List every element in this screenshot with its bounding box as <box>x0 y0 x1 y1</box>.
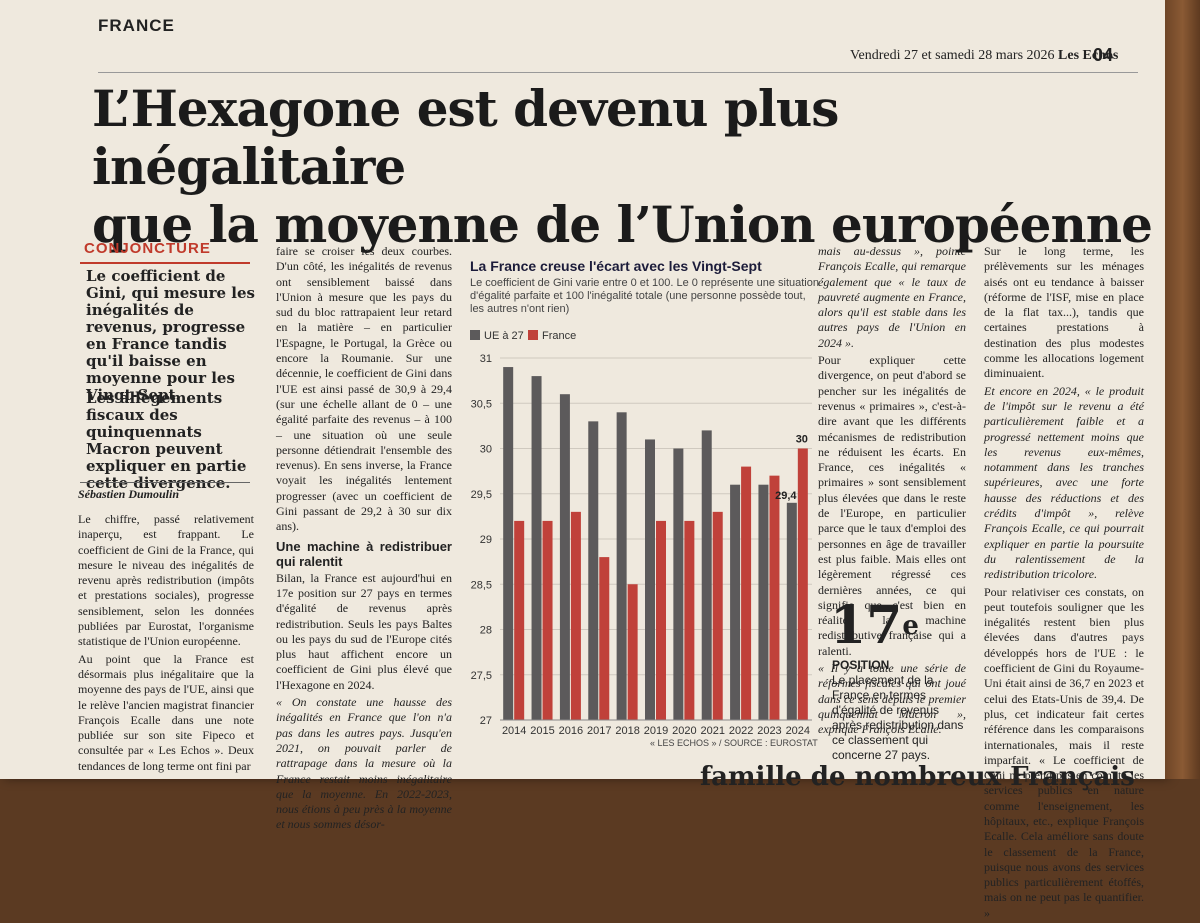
bar-eu <box>730 484 741 720</box>
x-tick-label: 2018 <box>615 725 639 737</box>
body-paragraph: Pour relativiser ces constats, on peut t… <box>984 584 1144 920</box>
chart-subtitle: Le coefficient de Gini varie entre 0 et … <box>470 277 819 315</box>
body-paragraph: Au point que la France est désormais plu… <box>78 651 254 773</box>
bar-france <box>712 511 723 720</box>
bar-eu <box>645 439 655 720</box>
bar-france <box>627 584 638 720</box>
lead-paragraph: Le coefficient de Gini, qui mesure les i… <box>86 267 255 404</box>
column-4-top: mais au-dessus », pointe François Ecalle… <box>818 244 966 740</box>
data-label-eu: 29,4 <box>775 490 797 502</box>
legend-swatch <box>528 330 538 340</box>
page-number: 04 <box>1093 45 1114 65</box>
next-article-teaser: famille de nombreux Français <box>700 762 1135 792</box>
body-paragraph: Le chiffre, passé relativement inaperçu,… <box>78 512 254 649</box>
y-tick-label: 29 <box>480 534 492 546</box>
quote-paragraph: Et encore en 2024, « le produit de l'imp… <box>984 383 1144 582</box>
chart-title: La France creuse l'écart avec les Vingt-… <box>470 258 762 274</box>
x-tick-label: 2019 <box>644 725 668 737</box>
bar-france <box>741 466 752 720</box>
x-tick-label: 2024 <box>786 725 810 737</box>
kicker: CONJONCTURE <box>84 240 211 257</box>
bar-france <box>769 475 780 720</box>
data-label-france: 30 <box>796 434 808 446</box>
header-rule <box>98 72 1138 73</box>
headline-line-2: que la moyenne de l’Union européenne <box>92 195 1153 254</box>
dateline: Vendredi 27 et samedi 28 mars 2026 Les E… <box>850 48 1118 64</box>
bar-france <box>514 520 525 720</box>
callout-number: 17e <box>830 600 919 652</box>
x-tick-label: 2017 <box>587 725 611 737</box>
subheading: Une machine à redistribuer qui ralentit <box>276 538 452 569</box>
bar-eu <box>786 502 797 720</box>
x-tick-label: 2021 <box>700 725 724 737</box>
x-tick-label: 2022 <box>729 725 753 737</box>
gini-bar-chart: UE à 27 France 27 27,5 28 28,5 29 29,5 30 30,5 31 2… <box>470 330 812 737</box>
byline: Sébastien Dumoulin <box>78 487 180 501</box>
bar-eu <box>559 394 570 720</box>
chart-source: « LES ECHOS » / SOURCE : EUROSTAT <box>650 738 818 748</box>
legend-label: UE à 27 <box>484 330 524 342</box>
y-tick-label: 29,5 <box>471 489 492 501</box>
quote-paragraph: mais au-dessus », pointe François Ecalle… <box>818 244 966 350</box>
column-5: Sur le long terme, les prélèvements sur … <box>984 244 1144 923</box>
y-tick-label: 31 <box>480 353 492 365</box>
y-tick-label: 27,5 <box>471 670 492 682</box>
callout-number-value: 17 <box>830 595 903 656</box>
byline-rule <box>80 482 250 483</box>
body-paragraph: Bilan, la France est aujourd'hui en 17e … <box>276 570 452 692</box>
kicker-rule <box>80 262 250 264</box>
bar-eu <box>616 412 627 720</box>
bar-eu <box>588 421 599 720</box>
bar-france <box>797 448 808 720</box>
x-tick-label: 2023 <box>757 725 781 737</box>
bar-eu <box>673 448 684 720</box>
bar-eu <box>701 430 712 720</box>
quote-paragraph: « Il y a toute une série de réformes fis… <box>818 661 966 737</box>
bar-france <box>570 511 581 720</box>
callout-number-suffix: e <box>902 611 919 641</box>
newspaper-page: FRANCE Vendredi 27 et samedi 28 mars 202… <box>0 0 1165 920</box>
date-text: Vendredi 27 et samedi 28 mars 2026 <box>850 48 1055 63</box>
legend-label: France <box>542 330 576 342</box>
headline-line-1: L’Hexagone est devenu plus inégalitaire <box>92 79 839 196</box>
bar-eu <box>531 376 542 720</box>
bar-france <box>656 520 666 720</box>
column-1: Le chiffre, passé relativement inaperçu,… <box>78 512 254 776</box>
y-tick-label: 30 <box>480 444 492 456</box>
table-surface <box>1165 0 1200 779</box>
bar-eu <box>758 484 769 720</box>
section-rubric: FRANCE <box>98 16 175 35</box>
lead-paragraph-2: Les allègements fiscaux des quinquennats… <box>86 389 247 492</box>
column-2: faire se croiser les deux courbes. D'un … <box>276 244 452 835</box>
body-paragraph: Sur le long terme, les prélèvements sur … <box>984 244 1144 381</box>
y-tick-label: 30,5 <box>471 398 492 410</box>
bar-france <box>599 557 610 720</box>
x-tick-label: 2014 <box>502 725 526 737</box>
quote-paragraph: « On constate une hausse des inégalités … <box>276 695 452 832</box>
callout-text: Le placement de la France en termes d'ég… <box>832 673 964 762</box>
body-paragraph: Pour expliquer cette divergence, on peut… <box>818 353 966 658</box>
bar-france <box>684 520 695 720</box>
paper-name: Les Echos <box>1058 48 1119 63</box>
bar-eu <box>503 367 514 720</box>
headline: L’Hexagone est devenu plus inégalitaire … <box>92 79 1153 254</box>
x-tick-label: 2020 <box>672 725 696 737</box>
y-tick-label: 27 <box>480 715 492 727</box>
y-tick-label: 28 <box>480 625 492 637</box>
callout-label: POSITION <box>832 658 890 672</box>
x-tick-label: 2015 <box>530 725 554 737</box>
legend-swatch <box>470 330 480 340</box>
x-tick-label: 2016 <box>559 725 583 737</box>
y-tick-label: 28,5 <box>471 579 492 591</box>
body-paragraph: faire se croiser les deux courbes. D'un … <box>276 244 452 534</box>
bar-france <box>542 520 553 720</box>
